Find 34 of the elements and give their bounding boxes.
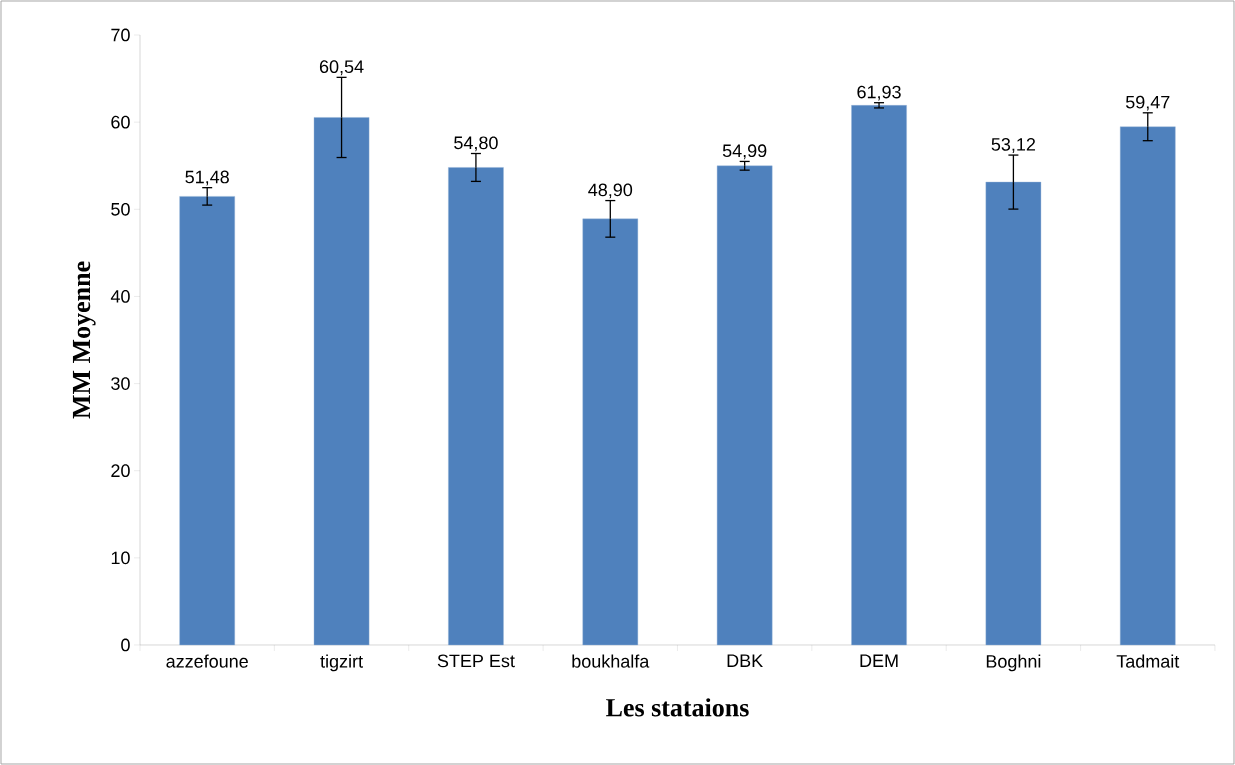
bar bbox=[313, 117, 370, 646]
data-label: 59,47 bbox=[1125, 95, 1170, 111]
data-label: 54,99 bbox=[722, 144, 767, 160]
x-tick-label: STEP Est bbox=[437, 654, 515, 668]
y-tick-label: 40 bbox=[110, 290, 130, 303]
bar bbox=[985, 181, 1042, 646]
y-tick-label: 30 bbox=[111, 377, 130, 390]
y-tick-label: 70 bbox=[111, 28, 130, 42]
data-label: 60,54 bbox=[319, 60, 364, 76]
y-tick-label: 60 bbox=[111, 115, 130, 129]
x-tick-label: boukhalfa bbox=[572, 654, 650, 668]
x-tick-label: DEM bbox=[860, 654, 898, 667]
bar bbox=[582, 218, 639, 646]
x-tick-label: Boghni bbox=[986, 654, 1041, 672]
y-tick-label: 50 bbox=[111, 202, 130, 216]
y-tick-label: 20 bbox=[111, 464, 130, 478]
x-tick-label: azzefoune bbox=[166, 654, 248, 668]
bar bbox=[851, 105, 907, 646]
y-tick-label: 10 bbox=[111, 551, 130, 565]
y-tick-label: 0 bbox=[121, 638, 130, 652]
data-label: 54,80 bbox=[454, 136, 498, 152]
x-tick-label: tigzirt bbox=[320, 654, 363, 672]
data-label: 53,12 bbox=[991, 138, 1036, 153]
bar bbox=[179, 196, 235, 646]
data-label: 51,48 bbox=[185, 170, 229, 186]
bar bbox=[1120, 126, 1176, 646]
data-label: 61,93 bbox=[857, 85, 901, 101]
y-axis-title: MM Moyenne bbox=[72, 261, 96, 419]
data-label: 48,90 bbox=[588, 183, 633, 199]
x-axis-title: Les stataions bbox=[606, 698, 749, 717]
bar bbox=[716, 165, 773, 646]
x-tick-label: Tadmait bbox=[1116, 654, 1180, 668]
x-tick-label: DBK bbox=[727, 654, 763, 667]
bar bbox=[448, 167, 504, 646]
